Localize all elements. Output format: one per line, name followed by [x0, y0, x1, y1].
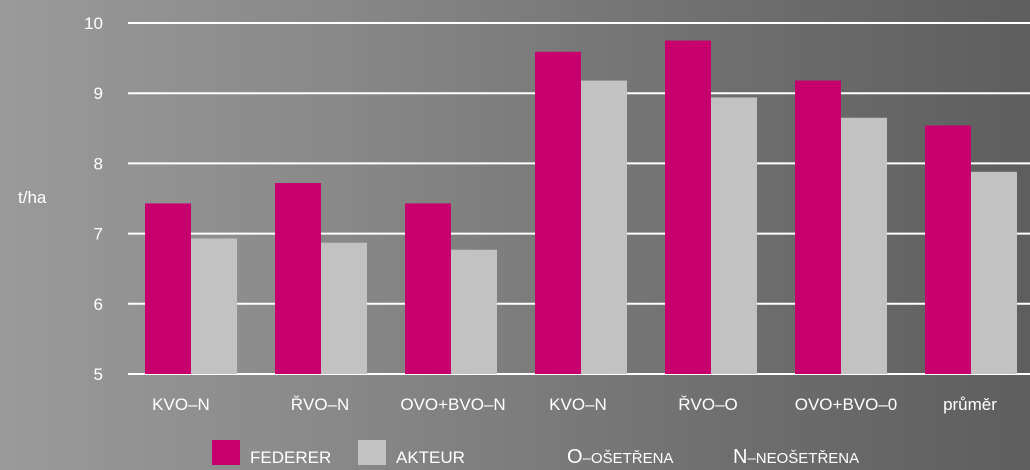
note-0: O–OŠETŘENA [567, 446, 673, 465]
y-axis-label: t/ha [18, 188, 47, 207]
bar-federer-2 [405, 203, 451, 374]
x-tick-label: KVO–N [152, 395, 210, 414]
bar-federer-4 [665, 40, 711, 375]
x-tick-label: OVO+BVO–N [400, 395, 505, 414]
note-text: –NEOŠETŘENA [747, 450, 859, 465]
bar-federer-5 [795, 80, 841, 375]
legend-swatch-federer [212, 440, 240, 468]
legend-swatch-akteur [358, 440, 386, 468]
y-tick-label: 8 [94, 154, 103, 173]
abbreviation-notes: O–OŠETŘENA N–NEOŠETŘENA [567, 446, 859, 468]
x-tick-label: OVO+BVO–0 [795, 395, 898, 414]
bar-akteur-6 [971, 171, 1017, 374]
bar-federer-1 [275, 183, 321, 374]
bar-akteur-2 [451, 249, 497, 374]
legend-label-federer: FEDERER [250, 448, 331, 465]
x-tick-label: průměr [943, 395, 997, 414]
legend-label-akteur: AKTEUR [396, 448, 465, 465]
bar-akteur-5 [841, 117, 887, 375]
bar-akteur-3 [581, 80, 627, 375]
bar-akteur-1 [321, 242, 367, 374]
note-text: –OŠETŘENA [583, 450, 674, 465]
bars [145, 40, 1017, 375]
y-tick-label: 10 [84, 14, 103, 33]
x-tick-label: ŘVO–O [678, 395, 738, 414]
note-letter: N [733, 446, 747, 465]
y-tick-label: 6 [94, 295, 103, 314]
bar-federer-0 [145, 203, 191, 374]
note-1: N–NEOŠETŘENA [733, 446, 859, 465]
y-tick-label: 7 [94, 225, 103, 244]
bar-federer-6 [925, 125, 971, 374]
y-ticks: 5 6 7 8 9 10 [84, 14, 103, 384]
bar-akteur-0 [191, 238, 237, 374]
x-tick-label: KVO–N [549, 395, 607, 414]
y-tick-label: 9 [94, 84, 103, 103]
note-letter: O [567, 446, 583, 465]
legend: FEDERER AKTEUR [212, 440, 465, 468]
y-tick-label: 5 [94, 365, 103, 384]
bar-akteur-4 [711, 97, 757, 375]
x-tick-label: ŘVO–N [291, 395, 350, 414]
x-tick-labels: KVO–N ŘVO–N OVO+BVO–N KVO–N ŘVO–O OVO+BVO–0 pr… [152, 395, 997, 414]
bar-federer-3 [535, 51, 581, 374]
